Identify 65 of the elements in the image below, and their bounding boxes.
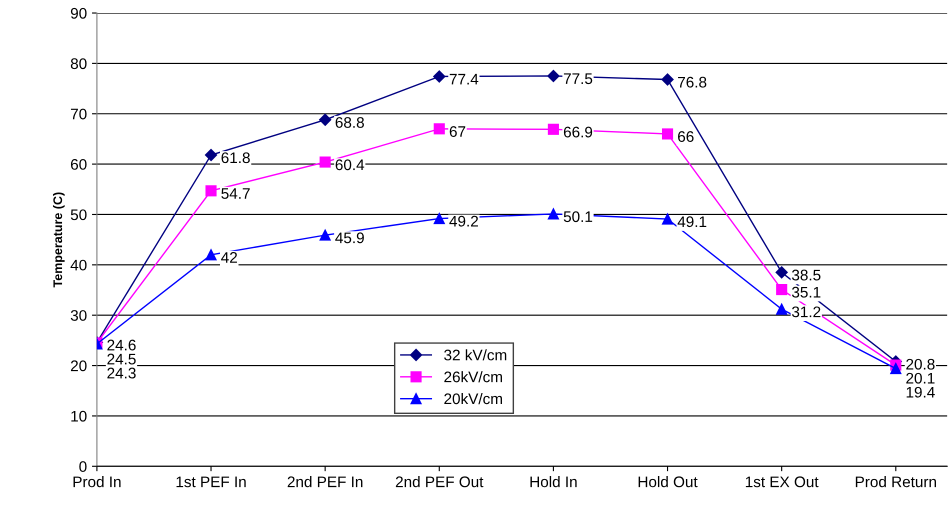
point	[662, 213, 674, 225]
data-label: 54.7	[221, 188, 250, 199]
data-label: 61.8	[222, 152, 250, 164]
data-label: 20.1	[906, 372, 935, 384]
y-tick-label: 20	[70, 360, 87, 372]
x-tick-label: Prod Return	[856, 476, 936, 488]
y-tick-label: 30	[70, 310, 87, 321]
x-tick-label: 2nd PEF Out	[396, 476, 484, 488]
y-tick-label: 70	[70, 108, 87, 120]
point	[434, 212, 445, 224]
x-tick-label: Hold In	[530, 476, 577, 488]
x-tick-label: Hold Out	[638, 476, 698, 488]
point	[319, 114, 332, 126]
data-label: 49.2	[449, 216, 478, 227]
data-label: 76.8	[678, 76, 706, 88]
point	[548, 208, 559, 220]
y-tick-label: 60	[70, 158, 87, 170]
y-tick-label: 90	[70, 8, 87, 19]
legend-label: 32 kV/cm	[444, 349, 506, 360]
data-label: 68.8	[336, 117, 364, 128]
data-label: 38.5	[792, 270, 820, 280]
point	[204, 148, 218, 162]
data-label: 45.9	[335, 232, 364, 244]
y-axis-title: Temperature (C)	[52, 192, 65, 288]
data-label: 24.5	[107, 354, 136, 364]
data-label: 77.5	[564, 73, 592, 84]
data-label: 31.2	[792, 306, 820, 318]
data-label: 77.4	[450, 74, 478, 84]
data-label: 49.1	[678, 216, 706, 228]
point	[776, 266, 788, 278]
point	[320, 230, 331, 241]
data-label: 35.1	[792, 286, 820, 298]
point	[890, 363, 902, 374]
point	[434, 123, 445, 134]
y-tick-label: 10	[71, 410, 87, 422]
x-tick-label: 2nd PEF In	[288, 476, 362, 488]
point	[205, 249, 217, 260]
point	[662, 128, 674, 140]
data-label: 24.3	[107, 368, 136, 378]
y-tick-label: 50	[70, 209, 87, 220]
x-tick-label: 1st PEF In	[176, 476, 246, 488]
data-label: 67	[450, 126, 466, 137]
point	[548, 124, 559, 135]
data-label: 19.4	[906, 386, 935, 398]
data-label: 60.4	[336, 159, 364, 170]
point	[433, 70, 446, 83]
x-tick-label: Prod In	[74, 476, 121, 488]
legend-label: 26kV/cm	[444, 371, 502, 382]
data-label: 42	[221, 252, 237, 263]
point	[776, 284, 788, 296]
x-tick-label: 1st EX Out	[746, 476, 818, 488]
legend-label: 20kV/cm	[444, 392, 502, 404]
point	[776, 304, 788, 315]
y-tick-label: 0	[79, 461, 87, 472]
y-tick-label: 40	[70, 260, 87, 271]
y-tick-label: 80	[70, 58, 87, 70]
point	[661, 73, 674, 86]
data-label: 66.9	[564, 126, 592, 138]
data-label: 20.8	[906, 358, 935, 370]
point	[547, 70, 560, 82]
data-label: 66	[678, 131, 694, 142]
data-label: 24.6	[107, 340, 136, 350]
point	[320, 156, 331, 168]
point	[205, 185, 217, 196]
data-label: 50.1	[564, 211, 592, 222]
